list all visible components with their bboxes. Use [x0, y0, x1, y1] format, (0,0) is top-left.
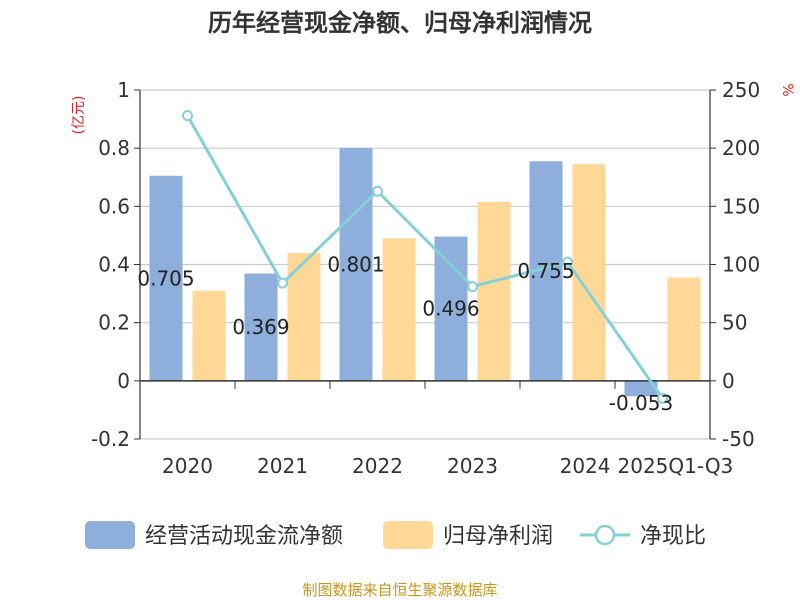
- data-label: 0.496: [422, 297, 479, 321]
- data-label: 0.755: [517, 259, 574, 283]
- right-axis-unit: %: [779, 83, 795, 96]
- bar-1-2022: [382, 238, 416, 381]
- left-axis-unit: (亿元): [71, 96, 87, 135]
- left-tick-label: 0.6: [98, 194, 130, 218]
- legend-label: 归母净利润: [443, 524, 553, 549]
- source-note: 制图数据来自恒生聚源数据库: [302, 581, 497, 599]
- legend-swatch: [85, 521, 135, 549]
- ratio-point-2022: [372, 185, 383, 197]
- ratio-point-2020: [182, 110, 193, 122]
- data-label: 0.705: [137, 266, 194, 290]
- data-labels: 0.705 0.369 0.801 0.496 0.755 -0.053: [137, 252, 673, 415]
- category-label: 2022: [352, 454, 403, 478]
- ratio-point-2024: [562, 256, 573, 268]
- axes: -0.2 0 0.2 0.4 0.6 0.8 1 -50 0 50 100 150 200 250 2020…: [91, 78, 760, 478]
- left-tick-label: 1: [117, 78, 130, 102]
- category-label: 2025Q1-Q3: [618, 454, 734, 478]
- legend-swatch: [383, 521, 433, 549]
- category-label: 2023: [447, 454, 498, 478]
- bar-0-2020: [149, 175, 183, 381]
- ratio-point-2025Q1-Q3: [657, 392, 668, 404]
- bar-1-2025Q1-Q3: [667, 277, 701, 381]
- category-label: 2024: [560, 454, 611, 478]
- category-label: 2021: [257, 454, 308, 478]
- ratio-line-path: [186, 114, 664, 400]
- bar-0-2025Q1-Q3: [624, 380, 658, 397]
- legend: 经营活动现金流净额 归母净利润 净现比: [85, 521, 706, 549]
- legend-label: 净现比: [640, 524, 706, 549]
- bar-1-2023: [477, 201, 511, 381]
- bar-0-2022: [339, 147, 373, 381]
- chart-title: 历年经营现金净额、归母净利润情况: [208, 9, 592, 37]
- right-tick-label: -50: [722, 427, 755, 451]
- right-tick-label: 0: [722, 369, 735, 393]
- bars: [149, 147, 701, 397]
- right-tick-label: 150: [722, 194, 760, 218]
- bar-1-2024: [572, 164, 606, 381]
- right-tick-label: 200: [722, 136, 760, 160]
- bar-0-2023: [434, 236, 468, 381]
- data-label: 0.801: [327, 252, 384, 276]
- left-tick-label: 0: [117, 369, 130, 393]
- data-label: 0.369: [232, 315, 289, 339]
- right-tick-label: 250: [722, 78, 760, 102]
- bar-1-2020: [192, 290, 226, 381]
- category-label: 2020: [162, 454, 213, 478]
- left-tick-label: 0.4: [98, 253, 130, 277]
- legend-label: 经营活动现金流净额: [145, 524, 343, 549]
- right-tick-label: 100: [722, 253, 760, 277]
- ratio-line: [182, 110, 668, 404]
- left-tick-label: 0.2: [98, 311, 130, 335]
- bar-0-2021: [244, 273, 278, 381]
- ratio-point-2021: [277, 277, 288, 289]
- ratio-point-2023: [467, 281, 478, 293]
- right-tick-label: 50: [722, 311, 747, 335]
- legend-swatch-marker: [594, 524, 616, 546]
- left-tick-label: 0.8: [98, 136, 130, 160]
- left-tick-label: -0.2: [91, 427, 130, 451]
- data-label: -0.053: [609, 391, 673, 415]
